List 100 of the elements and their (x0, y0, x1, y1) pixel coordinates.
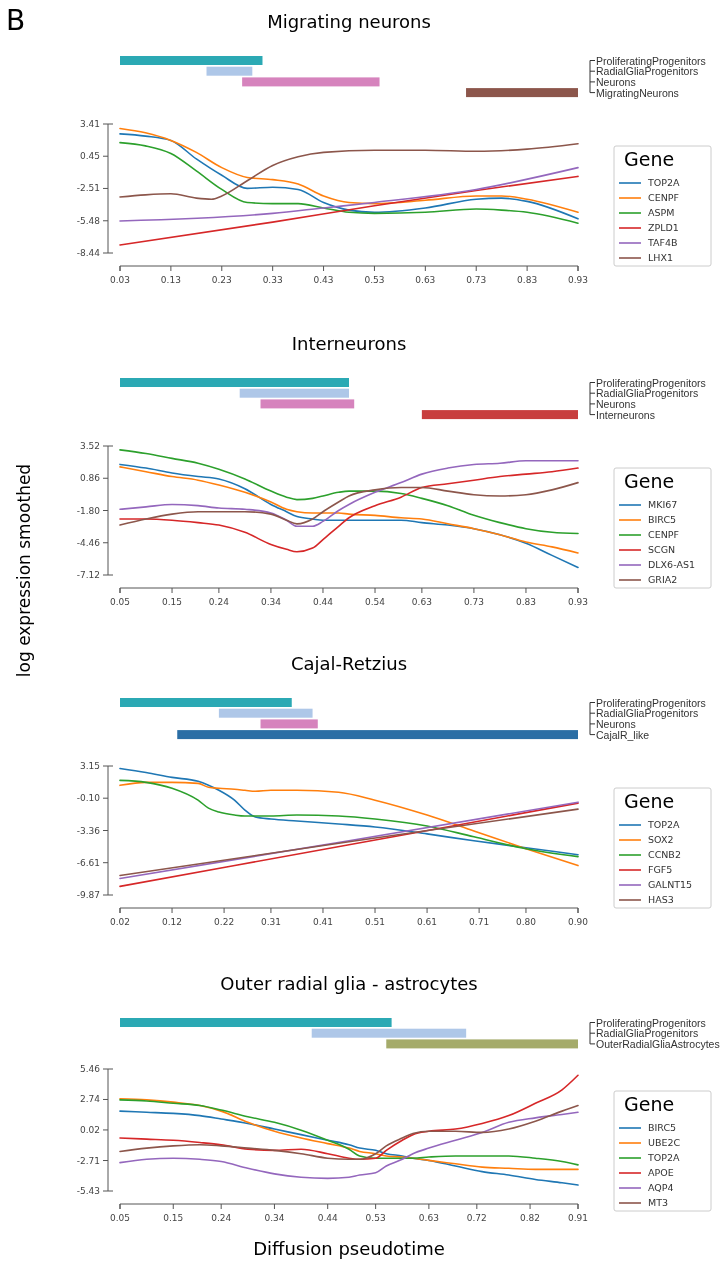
bar (120, 698, 292, 707)
category-label: RadialGliaProgenitors (596, 707, 699, 720)
y-tick-label: -4.46 (76, 537, 101, 548)
y-tick-label: 0.45 (79, 151, 100, 162)
x-tick-label: 0.24 (208, 597, 230, 607)
x-tick-label: 0.02 (109, 917, 131, 927)
x-tick-label: 0.72 (466, 1213, 487, 1223)
x-tick-label: 0.63 (418, 1213, 439, 1223)
y-tick-label: -9.87 (76, 890, 100, 900)
x-tick-label: 0.15 (162, 597, 183, 607)
category-label: MigratingNeurons (596, 86, 679, 99)
line-series (119, 175, 579, 246)
chart-title: Interneurons (291, 333, 407, 354)
legend-label: GRIA2 (648, 574, 678, 585)
legend-label: TOP2A (647, 177, 681, 188)
x-tick-label: 0.61 (417, 917, 438, 927)
y-tick-label: -2.71 (76, 1155, 100, 1166)
y-tick-label: -8.44 (76, 248, 101, 258)
x-tick-label: 0.13 (160, 275, 181, 285)
y-tick-label: -1.80 (76, 505, 101, 516)
y-tick-label: 5.46 (79, 1064, 101, 1074)
legend-label: ZPLD1 (648, 222, 679, 233)
x-tick-label: 0.22 (214, 917, 235, 927)
x-tick-label: 0.12 (162, 917, 183, 927)
y-tick-label: 3.41 (79, 119, 100, 129)
x-tick-label: 0.31 (260, 917, 281, 927)
category-label: ProliferatingProgenitors (596, 54, 706, 67)
category-label: RadialGliaProgenitors (596, 387, 699, 400)
x-tick-label: 0.71 (469, 917, 490, 927)
x-tick-label: 0.05 (109, 597, 131, 607)
x-tick-label: 0.34 (260, 597, 282, 607)
x-tick-label: 0.51 (365, 917, 386, 927)
bar (218, 708, 313, 718)
chart-title: Cajal-Retzius (290, 653, 408, 674)
legend-label: SCGN (648, 544, 676, 555)
y-tick-label: -6.61 (76, 857, 100, 868)
legend-title: Gene (624, 470, 675, 492)
legend-label: CENPF (648, 529, 679, 540)
x-tick-label: 0.73 (463, 597, 484, 607)
legend-label: BIRC5 (648, 514, 677, 525)
x-tick-label: 0.63 (415, 275, 436, 285)
x-tick-label: 0.44 (312, 597, 334, 607)
legend-label: MKI67 (648, 499, 678, 510)
legend-label: MT3 (648, 1197, 669, 1208)
legend-label: SOX2 (648, 834, 674, 845)
x-tick-label: 0.53 (365, 1213, 386, 1223)
x-tick-label: 0.91 (567, 1213, 589, 1223)
legend-label: DLX6-AS1 (648, 559, 695, 570)
legend-label: AQP4 (648, 1182, 674, 1193)
x-tick-label: 0.15 (163, 1213, 184, 1223)
x-tick-label: 0.43 (313, 275, 334, 285)
category-label: Neurons (596, 717, 636, 730)
line-series (119, 142, 579, 201)
x-tick-label: 0.54 (365, 597, 386, 607)
legend-label: LHX1 (648, 252, 673, 263)
x-tick-label: 0.63 (411, 597, 432, 607)
legend-label: CENPF (648, 192, 679, 203)
legend-label: UBE2C (648, 1137, 681, 1148)
x-tick-label: 0.33 (262, 275, 283, 285)
line-series (119, 166, 579, 222)
line-series (119, 767, 579, 856)
y-tick-label: -7.12 (76, 570, 100, 580)
y-tick-label: -0.10 (76, 793, 101, 804)
category-label: RadialGliaProgenitors (596, 1027, 699, 1040)
legend-label: TAF4B (647, 237, 678, 248)
legend-label: BIRC5 (648, 1122, 677, 1133)
y-tick-label: -2.51 (76, 183, 100, 194)
x-tick-label: 0.73 (466, 275, 487, 285)
y-tick-label: -5.48 (76, 215, 101, 226)
legend-label: ASPM (648, 207, 675, 218)
y-tick-label: 2.74 (79, 1094, 101, 1105)
x-tick-label: 0.93 (567, 597, 589, 607)
legend-label: CCNB2 (648, 849, 681, 860)
x-tick-label: 0.93 (567, 275, 589, 285)
x-tick-label: 0.34 (264, 1213, 285, 1223)
y-tick-label: 3.52 (79, 441, 100, 451)
bar (177, 730, 578, 740)
x-tick-label: 0.05 (109, 1213, 131, 1223)
x-tick-label: 0.24 (211, 1213, 232, 1223)
category-label: ProliferatingProgenitors (596, 696, 706, 709)
legend-label: TOP2A (647, 1152, 681, 1163)
legend-label: APOE (648, 1167, 674, 1178)
category-label: Neurons (596, 397, 636, 410)
y-tick-label: 3.15 (79, 761, 100, 771)
y-tick-label: 0.86 (79, 473, 101, 484)
category-label: Neurons (596, 75, 636, 88)
legend-title: Gene (624, 790, 675, 812)
legend-label: GALNT15 (648, 879, 693, 890)
legend-label: FGF5 (648, 864, 673, 875)
legend-title: Gene (624, 148, 675, 170)
y-tick-label: -3.36 (76, 825, 101, 836)
line-series (119, 449, 579, 535)
category-label: Interneurons (596, 408, 655, 421)
bar (206, 66, 253, 76)
x-tick-label: 0.41 (312, 917, 333, 927)
x-tick-label: 0.83 (517, 275, 538, 285)
line-series (119, 463, 579, 569)
line-series (119, 481, 579, 526)
y-tick-label: 0.02 (79, 1124, 100, 1135)
bar (242, 77, 380, 87)
